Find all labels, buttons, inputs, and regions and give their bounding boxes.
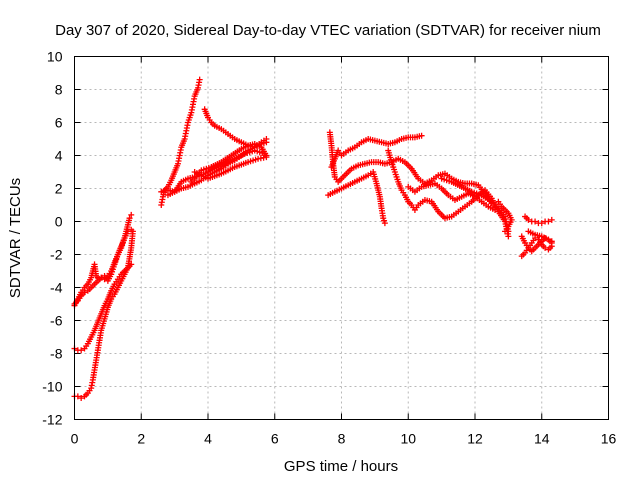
data-point [263, 154, 270, 161]
data-point [78, 395, 85, 402]
data-series [191, 154, 270, 182]
data-series [525, 228, 555, 245]
data-point [74, 393, 81, 400]
y-tick-label: -6 [50, 313, 63, 329]
data-series [201, 106, 270, 151]
y-tick-label: 4 [55, 148, 63, 164]
y-tick-label: 0 [55, 214, 63, 230]
y-tick-label: 10 [47, 49, 63, 65]
data-series [518, 235, 555, 260]
x-tick-label: 12 [467, 431, 483, 447]
data-series [71, 228, 136, 402]
data-point [532, 218, 539, 225]
x-tick-label: 4 [204, 431, 212, 447]
y-tick-label: -8 [50, 346, 63, 362]
data-point [196, 76, 203, 83]
data-point [126, 215, 133, 222]
data-series [495, 198, 515, 235]
chart-title: Day 307 of 2020, Sidereal Day-to-day VTE… [55, 22, 601, 39]
data-point [124, 228, 131, 235]
data-series [438, 175, 495, 205]
data-point [542, 244, 549, 251]
y-tick-label: -12 [42, 412, 62, 428]
x-tick-label: 0 [71, 431, 79, 447]
data-point [545, 218, 552, 225]
data-point [502, 228, 509, 235]
data-point [538, 220, 545, 227]
data-point [525, 216, 532, 223]
data-point [418, 132, 425, 139]
data-series [405, 180, 499, 213]
data-point [78, 347, 85, 354]
y-tick-label: 6 [55, 115, 63, 131]
y-tick-label: -10 [42, 379, 62, 395]
data-point [548, 238, 555, 245]
x-tick-label: 6 [271, 431, 279, 447]
data-point [488, 198, 495, 205]
x-tick-label: 2 [137, 431, 145, 447]
data-point [381, 220, 388, 227]
y-tick-label: 2 [55, 181, 63, 197]
axis-ticks [74, 56, 609, 420]
y-tick-label: -2 [50, 247, 63, 263]
data-series [385, 147, 512, 240]
data-point [81, 289, 88, 296]
data-point [263, 136, 270, 142]
data-point [129, 228, 136, 235]
x-tick-label: 8 [338, 431, 346, 447]
y-tick-label: -4 [50, 280, 63, 296]
y-tick-label: 8 [55, 82, 63, 98]
data-point [545, 236, 552, 243]
x-tick-label: 16 [601, 431, 617, 447]
data-point [98, 274, 105, 281]
data-series [328, 132, 425, 171]
plot-frame [74, 56, 609, 420]
axis-tick-labels: 0 2 4 6 8 10 12 14 16 -12 -10 -8 -6 -4 -2 0 2 4 6 8 10 [42, 49, 616, 447]
data-point [128, 211, 135, 218]
data-point [548, 216, 555, 223]
y-axis-label: SDTVAR / TECUs [7, 178, 24, 298]
data-point [505, 233, 512, 240]
data-point [492, 206, 499, 213]
x-axis-label: GPS time / hours [284, 458, 398, 475]
x-tick-label: 14 [534, 431, 550, 447]
x-tick-label: 10 [400, 431, 416, 447]
data-series [325, 169, 388, 227]
data-series [522, 213, 555, 227]
